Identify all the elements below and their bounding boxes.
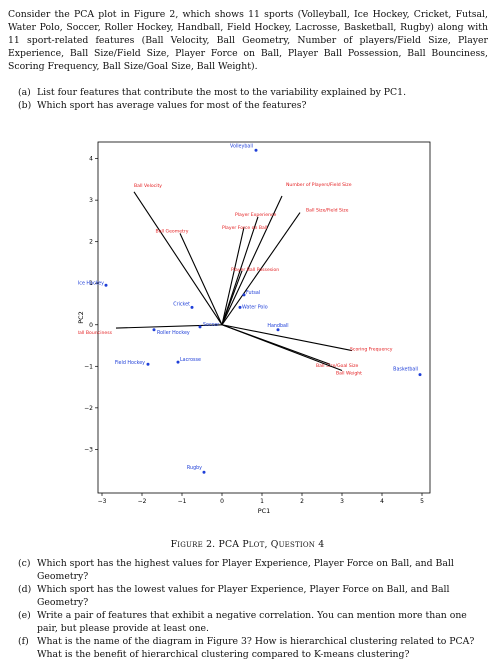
x-tick-label: −3 bbox=[98, 498, 107, 505]
feature-label: Ball Velocity bbox=[134, 183, 162, 189]
sport-point bbox=[146, 362, 150, 366]
x-tick-label: 3 bbox=[340, 498, 344, 505]
sport-label: Basketball bbox=[393, 367, 418, 373]
sport-label: Cricket bbox=[173, 301, 190, 307]
loading-arrow bbox=[221, 216, 259, 325]
sport-label: Lacrosse bbox=[180, 357, 201, 363]
axes-frame bbox=[97, 141, 431, 494]
question-f: (f) What is the name of the diagram in F… bbox=[18, 636, 488, 661]
question-label: (a) bbox=[18, 87, 31, 98]
sport-label: Volleyball bbox=[230, 143, 253, 149]
sport-point bbox=[104, 283, 108, 287]
sport-label: Roller Hockey bbox=[157, 330, 190, 336]
feature-label: Player Force on Ball bbox=[222, 225, 267, 231]
sport-point bbox=[242, 293, 246, 297]
loading-arrow bbox=[179, 233, 223, 325]
sport-point bbox=[190, 305, 194, 309]
x-axis-label: PC1 bbox=[258, 507, 271, 515]
y-tick-label: −1 bbox=[84, 363, 93, 370]
feature-label: Ball Weight bbox=[336, 370, 362, 376]
x-tick-label: −2 bbox=[138, 498, 147, 505]
feature-label: Ball Bounciness bbox=[78, 330, 113, 336]
loading-arrow bbox=[115, 324, 223, 329]
question-c: (c) Which sport has the highest values f… bbox=[18, 558, 488, 583]
y-axis-label: PC2 bbox=[78, 311, 85, 324]
figure-caption: Figure 2. PCA Plot, Question 4 bbox=[170, 539, 325, 550]
sport-point bbox=[198, 325, 202, 329]
sport-point bbox=[152, 328, 156, 332]
question-a: (a) List four features that contribute t… bbox=[18, 87, 488, 100]
question-b: (b) Which sport has average values for m… bbox=[18, 100, 488, 113]
question-e: (e) Write a pair of features that exhibi… bbox=[18, 610, 488, 635]
sport-point bbox=[238, 305, 242, 309]
x-tick-label: 1 bbox=[260, 498, 264, 505]
y-tick-label: 2 bbox=[89, 239, 93, 246]
sport-label: Futsal bbox=[246, 290, 260, 296]
feature-label: Ball Size/Field Size bbox=[306, 208, 349, 214]
sport-label: Soccer bbox=[203, 322, 219, 328]
question-text: List four features that contribute the m… bbox=[37, 87, 407, 98]
y-tick-label: −3 bbox=[84, 446, 93, 453]
question-label: (b) bbox=[18, 100, 32, 111]
loading-arrow bbox=[221, 212, 301, 326]
question-text: What is the name of the diagram in Figur… bbox=[37, 636, 475, 660]
question-label: (d) bbox=[18, 584, 32, 595]
intro-paragraph: Consider the PCA plot in Figure 2, which… bbox=[8, 9, 488, 72]
y-tick-label: −2 bbox=[84, 405, 93, 412]
x-tick-label: −1 bbox=[178, 498, 187, 505]
question-label: (e) bbox=[18, 610, 31, 621]
feature-label: Ball Geometry bbox=[156, 228, 189, 234]
feature-label: Player Ball Possesion bbox=[231, 267, 279, 273]
sport-label: Ice Hockey bbox=[78, 280, 104, 286]
y-tick-label: 0 bbox=[89, 322, 93, 329]
sport-point bbox=[254, 148, 258, 152]
x-tick-label: 5 bbox=[420, 498, 424, 505]
sport-label: Rugby bbox=[187, 465, 202, 471]
sport-point bbox=[202, 470, 206, 474]
loading-arrow bbox=[133, 191, 223, 326]
question-text: Which sport has the highest values for P… bbox=[37, 558, 454, 582]
pca-plot: −3 −2 −1 0 1 2 3 4 5 −3 −2 −1 0 1 2 3 4 PC1 PC2 Ball Veloci… bbox=[78, 141, 431, 515]
sport-point bbox=[176, 360, 180, 364]
sport-label: Water Polo bbox=[242, 304, 268, 310]
y-tick-label: 3 bbox=[89, 197, 93, 204]
loading-arrow bbox=[221, 195, 283, 326]
sport-label: Field Hockey bbox=[115, 360, 145, 366]
loading-arrow bbox=[221, 324, 343, 371]
y-tick-label: 4 bbox=[89, 156, 93, 163]
loading-arrow bbox=[221, 324, 353, 352]
feature-label: Number of Players/Field Size bbox=[286, 182, 352, 188]
sport-label: Handball bbox=[267, 323, 288, 329]
question-text: Which sport has average values for most … bbox=[37, 100, 307, 111]
feature-label: Ball Size/Goal Size bbox=[316, 363, 358, 369]
question-d: (d) Which sport has the lowest values fo… bbox=[18, 584, 488, 609]
question-text: Write a pair of features that exhibit a … bbox=[37, 610, 467, 634]
x-tick-label: 4 bbox=[380, 498, 384, 505]
question-label: (f) bbox=[18, 636, 29, 647]
sport-point bbox=[276, 328, 280, 332]
loading-arrow bbox=[221, 227, 245, 325]
feature-label: Scoring Frequency bbox=[350, 347, 393, 353]
x-tick-label: 0 bbox=[220, 498, 224, 505]
x-tick-label: 2 bbox=[300, 498, 304, 505]
y-tick-label: 1 bbox=[89, 280, 93, 287]
question-label: (c) bbox=[18, 558, 31, 569]
loading-arrow bbox=[221, 270, 243, 325]
sport-point bbox=[418, 373, 422, 377]
feature-label: Player Experience bbox=[235, 212, 277, 218]
question-text: Which sport has the lowest values for Pl… bbox=[37, 584, 450, 608]
